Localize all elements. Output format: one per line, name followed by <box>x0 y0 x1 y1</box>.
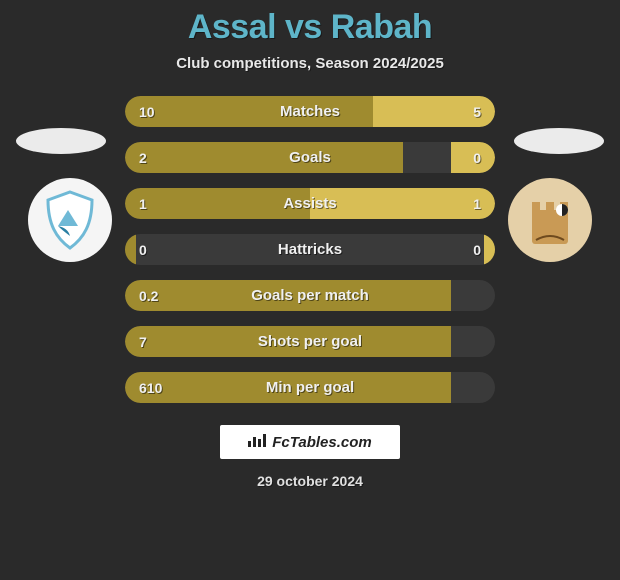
stat-row: 10Matches5 <box>125 96 495 127</box>
stats-list: 10Matches52Goals01Assists10Hattricks00.2… <box>125 96 495 403</box>
shield-icon <box>38 188 102 252</box>
left-team-crest <box>28 178 112 262</box>
page-title: Assal vs Rabah <box>188 8 432 47</box>
stat-label: Goals per match <box>125 287 495 304</box>
footer-date: 29 october 2024 <box>257 473 363 489</box>
footer-brand-text: FcTables.com <box>272 434 371 451</box>
subtitle: Club competitions, Season 2024/2025 <box>176 55 444 72</box>
stat-label: Matches <box>125 103 495 120</box>
left-name-ellipse <box>16 128 106 154</box>
right-name-ellipse <box>514 128 604 154</box>
stat-value-right: 0 <box>473 150 481 166</box>
stat-row: 2Goals0 <box>125 142 495 173</box>
chart-icon <box>248 433 266 452</box>
stat-label: Min per goal <box>125 379 495 396</box>
stat-value-right: 1 <box>473 196 481 212</box>
stat-value-right: 0 <box>473 242 481 258</box>
castle-icon <box>518 188 582 252</box>
stat-value-right: 5 <box>473 104 481 120</box>
stat-row: 1Assists1 <box>125 188 495 219</box>
stat-label: Hattricks <box>125 241 495 258</box>
stat-row: 610Min per goal <box>125 372 495 403</box>
stat-row: 0Hattricks0 <box>125 234 495 265</box>
stat-row: 0.2Goals per match <box>125 280 495 311</box>
stat-label: Shots per goal <box>125 333 495 350</box>
stat-label: Assists <box>125 195 495 212</box>
stat-row: 7Shots per goal <box>125 326 495 357</box>
stat-label: Goals <box>125 149 495 166</box>
right-team-crest <box>508 178 592 262</box>
footer-brand-badge[interactable]: FcTables.com <box>220 425 400 459</box>
